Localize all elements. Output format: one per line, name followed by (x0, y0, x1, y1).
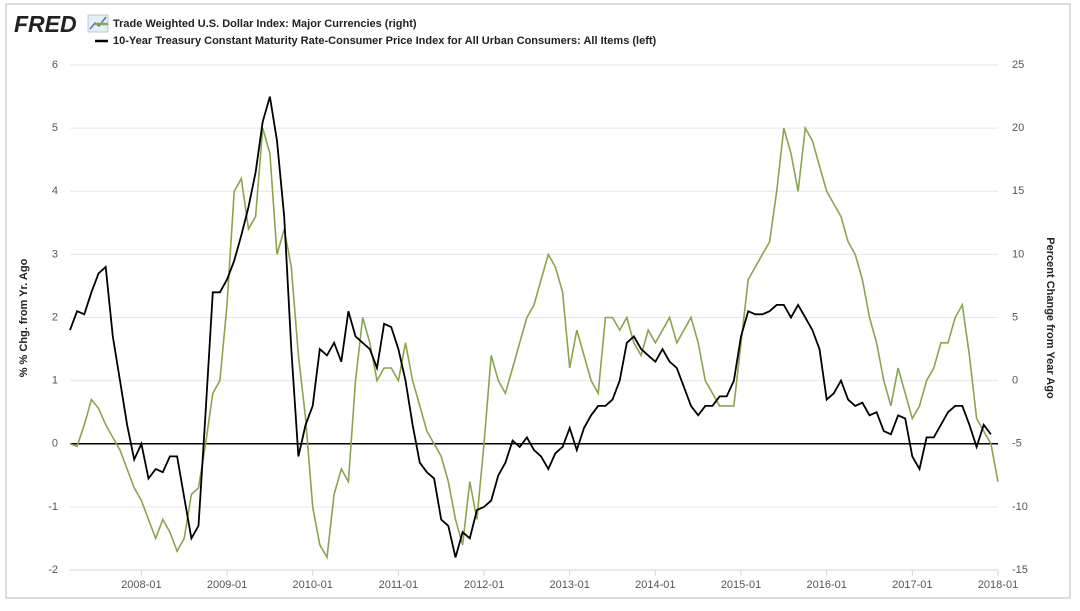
x-tick-label: 2012-01 (464, 579, 504, 591)
y2-tick-label: 25 (1012, 59, 1024, 71)
y-tick-label: 1 (52, 375, 58, 387)
series-line (69, 125, 999, 560)
x-tick-label: 2015-01 (721, 579, 761, 591)
y-tick-label: -1 (48, 501, 58, 513)
y2-tick-label: -5 (1012, 438, 1022, 450)
y2-tick-label: -10 (1012, 501, 1028, 513)
y-tick-label: -2 (48, 564, 58, 576)
x-tick-label: 2014-01 (635, 579, 675, 591)
y2-tick-label: 5 (1012, 311, 1018, 323)
y-tick-label: 3 (52, 248, 58, 260)
series-line (69, 96, 992, 558)
x-tick-label: 2016-01 (806, 579, 846, 591)
x-tick-label: 2013-01 (550, 579, 590, 591)
y2-axis-title: Percent Change from Year Ago (1044, 237, 1056, 399)
x-tick-label: 2008-01 (121, 579, 161, 591)
y-tick-label: 0 (52, 438, 58, 450)
x-tick-label: 2009-01 (207, 579, 247, 591)
y-tick-label: 4 (52, 185, 58, 197)
y2-tick-label: 20 (1012, 122, 1024, 134)
y-tick-label: 6 (52, 59, 58, 71)
y2-tick-label: 10 (1012, 248, 1024, 260)
legend-label: Trade Weighted U.S. Dollar Index: Major … (113, 18, 417, 30)
x-tick-label: 2010-01 (293, 579, 333, 591)
frame (5, 3, 1071, 599)
y-tick-label: 5 (52, 122, 58, 134)
logo: FRED (14, 11, 77, 37)
y-tick-label: 2 (52, 311, 58, 323)
y2-tick-label: -15 (1012, 564, 1028, 576)
y-axis-title: % % Chg. from Yr. Ago (18, 258, 30, 377)
y2-tick-label: 15 (1012, 185, 1024, 197)
legend-label: 10-Year Treasury Constant Maturity Rate-… (113, 35, 657, 47)
x-tick-label: 2011-01 (379, 579, 419, 591)
y2-tick-label: 0 (1012, 375, 1018, 387)
x-tick-label: 2018-01 (978, 579, 1018, 591)
x-tick-label: 2017-01 (892, 579, 932, 591)
